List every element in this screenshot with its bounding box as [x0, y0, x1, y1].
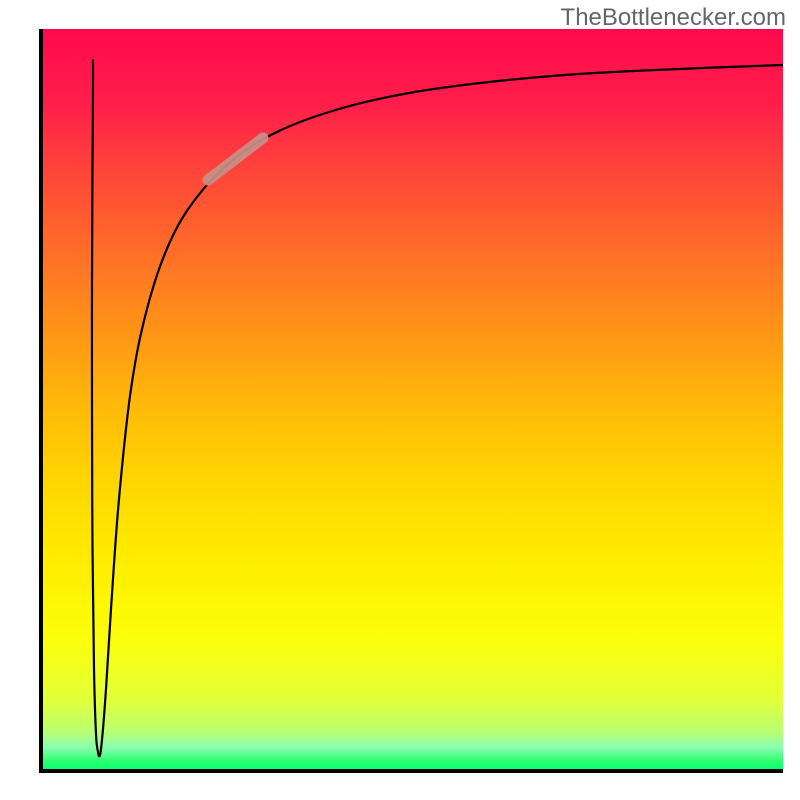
main-curve: [92, 60, 783, 756]
chart-container: TheBottlenecker.com: [0, 0, 800, 800]
highlight-segment: [208, 138, 263, 180]
curve-layer: [39, 29, 783, 773]
axis-bottom: [39, 769, 783, 773]
plot-area: [39, 29, 783, 773]
watermark-text: TheBottlenecker.com: [561, 4, 786, 32]
axis-left: [39, 29, 43, 773]
